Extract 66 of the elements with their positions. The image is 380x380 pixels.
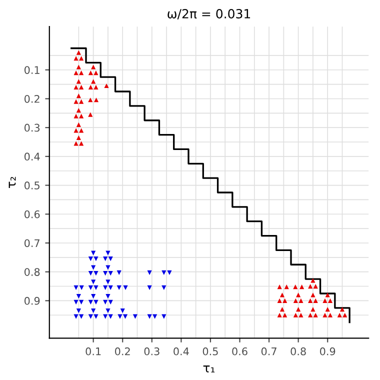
x-tick-label: 0.3	[144, 347, 160, 356]
point	[162, 285, 166, 290]
point	[120, 308, 125, 314]
point	[122, 314, 128, 319]
y-tick-label: 0.9	[24, 296, 40, 305]
y-tick-label: 0.1	[24, 66, 40, 74]
point	[76, 308, 81, 314]
point	[103, 270, 108, 276]
y-tick-label: 0.2	[24, 94, 40, 103]
point	[88, 270, 93, 276]
point	[79, 300, 84, 304]
point	[94, 300, 98, 304]
point	[103, 300, 108, 304]
point	[108, 256, 113, 262]
point	[106, 294, 110, 299]
point	[74, 300, 78, 304]
point	[123, 285, 128, 290]
point	[106, 265, 110, 270]
point	[167, 270, 172, 276]
point	[106, 308, 110, 314]
point	[103, 285, 108, 290]
y-tick-label: 0.8	[24, 268, 40, 276]
point	[88, 285, 93, 290]
y-tick-label: 0.7	[24, 239, 40, 248]
point	[94, 314, 98, 319]
point	[162, 270, 166, 276]
y-tick-label: 0.4	[24, 152, 40, 161]
x-tick-label: 0.8	[290, 347, 306, 356]
point	[76, 294, 81, 299]
x-tick-label: 0.1	[86, 347, 101, 356]
chart-title: ω/2π = 0.031	[168, 8, 250, 20]
point	[108, 285, 113, 290]
point	[91, 308, 96, 314]
point	[147, 314, 152, 319]
x-tick-label: 0.9	[320, 347, 336, 356]
point	[116, 270, 122, 276]
point	[74, 285, 78, 290]
x-tick-label: 0.6	[232, 347, 248, 356]
point	[88, 256, 93, 262]
point	[94, 256, 98, 262]
point	[147, 270, 152, 276]
point	[94, 285, 98, 290]
point	[91, 265, 96, 270]
point	[108, 270, 113, 276]
x-axis-title: τ₁	[203, 366, 215, 372]
point	[94, 270, 98, 276]
y-tick-label: 0.6	[24, 210, 40, 218]
point	[91, 294, 96, 299]
point	[118, 314, 122, 319]
point	[79, 285, 84, 290]
point	[106, 250, 110, 256]
point	[147, 285, 152, 290]
point	[106, 280, 110, 284]
y-axis-title: τ₂	[8, 176, 16, 188]
x-tick-label: 0.5	[202, 347, 218, 356]
point	[103, 256, 108, 262]
point	[88, 300, 93, 304]
x-tick-label: 0.2	[115, 347, 130, 356]
point	[132, 314, 138, 319]
x-tick-label: 0.7	[261, 347, 276, 356]
point	[116, 285, 122, 290]
point	[91, 280, 96, 284]
point	[74, 314, 78, 319]
x-tick-label: 0.4	[174, 347, 189, 356]
y-tick-label: 0.3	[24, 124, 40, 132]
y-tick-label: 0.5	[24, 182, 40, 190]
